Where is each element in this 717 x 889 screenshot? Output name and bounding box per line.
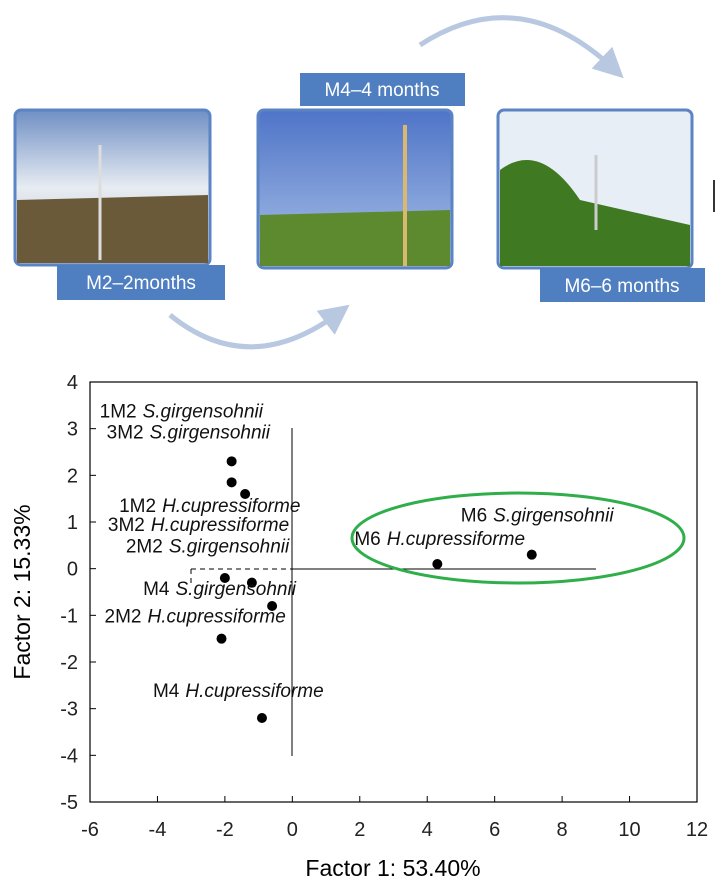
label-sample: M4 — [143, 579, 170, 600]
point — [432, 559, 442, 569]
timeline-label: M2–2months — [86, 273, 196, 294]
label-sample: 3M2 — [107, 422, 144, 443]
point-label: 2M2 S.girgensohnii — [126, 537, 290, 558]
x-tick-label: 0 — [287, 819, 298, 841]
point-label: M6 H.cupressiforme — [354, 529, 525, 550]
timeline-label: M6–6 months — [564, 276, 679, 297]
figure: M2–2months M4–4 months M6–6 months Facto… — [0, 0, 717, 884]
label-species: S.girgensohnii — [493, 506, 614, 527]
label-sample: M6 — [461, 506, 487, 527]
label-sample: M6 — [354, 529, 380, 550]
timeline-label: M4–4 months — [324, 80, 439, 101]
label-sample: M4 — [153, 681, 180, 702]
x-tick-label: 12 — [686, 819, 708, 841]
label-species: S.girgensohnii — [176, 579, 297, 600]
point — [217, 634, 227, 644]
x-tick-label: -4 — [149, 819, 167, 841]
label-sample: 1M2 — [119, 496, 156, 517]
label-sample: 2M2 — [105, 607, 142, 628]
label-species: S.girgensohnii — [150, 422, 271, 443]
x-tick-label: 2 — [354, 819, 365, 841]
y-tick-label: -3 — [60, 699, 78, 721]
x-tick-label: 6 — [489, 819, 500, 841]
arrow — [420, 18, 615, 70]
y-tick-label: -1 — [60, 605, 78, 627]
label-species: H.cupressiforme — [387, 529, 525, 550]
point-label: 3M2 H.cupressiforme — [108, 515, 289, 536]
label-species: S.girgensohnii — [169, 537, 290, 558]
label-species: H.cupressiforme — [185, 681, 323, 702]
label-sample: 3M2 — [108, 515, 145, 536]
point-label: M6 S.girgensohnii — [461, 506, 615, 527]
point-label: 1M2 S.girgensohnii — [100, 401, 264, 422]
x-tick-label: 10 — [618, 819, 640, 841]
x-tick-label: -2 — [216, 819, 234, 841]
x-tick-label: 4 — [422, 819, 433, 841]
y-tick-label: 4 — [67, 372, 78, 394]
photo-ground — [17, 195, 208, 263]
label-species: H.cupressiforme — [151, 515, 289, 536]
y-tick-label: 0 — [67, 559, 78, 581]
y-tick-label: 1 — [67, 512, 78, 534]
label-species: H.cupressiforme — [147, 607, 285, 628]
y-tick-label: -2 — [60, 652, 78, 674]
label-species: S.girgensohnii — [143, 401, 264, 422]
photo-ground — [260, 210, 450, 266]
photos: M2–2months M4–4 months M6–6 months — [15, 18, 714, 347]
y-tick-label: 2 — [67, 465, 78, 487]
arrow — [170, 312, 340, 347]
point — [257, 713, 267, 723]
page: M2–2months M4–4 months M6–6 months Facto… — [0, 0, 717, 889]
x-axis-title: Factor 1: 53.40% — [305, 855, 480, 881]
point-label: 1M2 H.cupressiforme — [119, 496, 300, 517]
point-label: 3M2 S.girgensohnii — [107, 422, 271, 443]
y-axis-title: Factor 2: 15.33% — [9, 504, 35, 679]
x-tick-label: -6 — [81, 819, 99, 841]
point — [227, 456, 237, 466]
point-label: M4 S.girgensohnii — [143, 579, 297, 600]
y-tick-label: -5 — [60, 792, 78, 814]
y-tick-label: 3 — [67, 419, 78, 441]
label-sample: 1M2 — [100, 401, 137, 422]
y-tick-label: -4 — [60, 745, 78, 767]
point — [527, 550, 537, 560]
label-sample: 2M2 — [126, 537, 163, 558]
x-tick-label: 8 — [557, 819, 568, 841]
point — [227, 477, 237, 487]
label-species: H.cupressiforme — [162, 496, 300, 517]
